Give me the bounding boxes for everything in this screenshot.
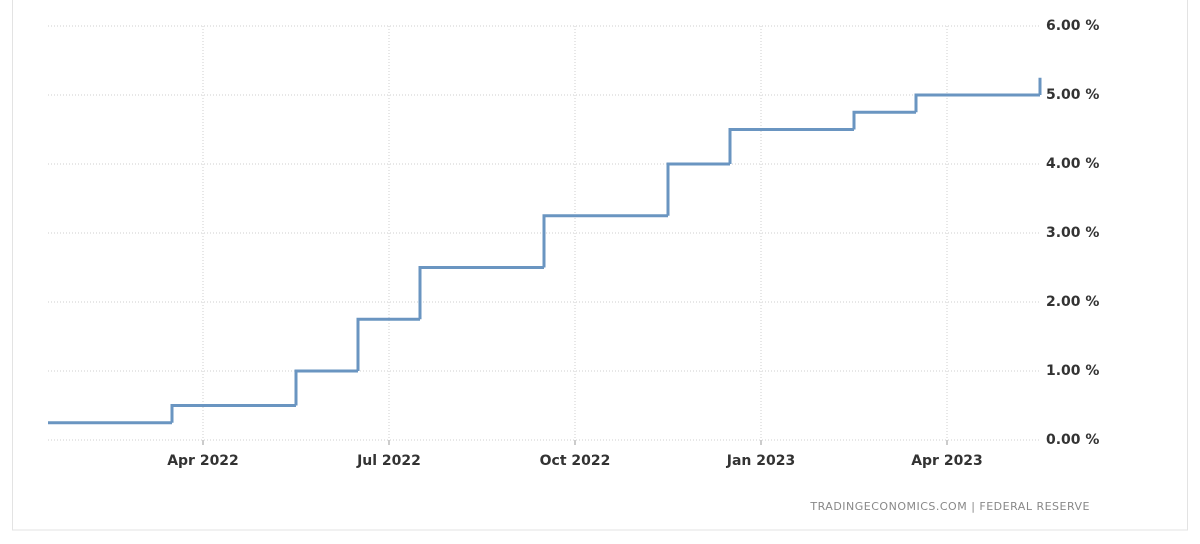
x-tick-label: Apr 2022 xyxy=(167,453,239,469)
x-tick-label: Jul 2022 xyxy=(356,453,421,469)
y-tick-label: 6.00 % xyxy=(1046,18,1099,34)
line-step xyxy=(666,162,730,216)
line-step xyxy=(356,317,420,371)
y-tick-label: 0.00 % xyxy=(1046,432,1099,448)
x-tick-label: Oct 2022 xyxy=(540,453,611,469)
line-step xyxy=(170,404,296,423)
chart-frame xyxy=(12,0,1188,531)
y-tick-label: 1.00 % xyxy=(1046,363,1099,379)
line-step xyxy=(542,214,668,268)
x-tick-label: Apr 2023 xyxy=(911,453,983,469)
line-step xyxy=(418,266,544,320)
y-tick-label: 5.00 % xyxy=(1046,87,1099,103)
source: TRADINGECONOMICS.COM | FEDERAL RESERVE xyxy=(809,500,1090,513)
line-step xyxy=(914,93,1040,113)
line-step xyxy=(294,369,358,406)
y-tick-label: 3.00 % xyxy=(1046,225,1099,241)
line-step xyxy=(852,110,916,130)
line-step xyxy=(728,128,854,164)
x-tick-label: Jan 2023 xyxy=(726,453,795,469)
y-tick-label: 4.00 % xyxy=(1046,156,1099,172)
y-tick-label: 2.00 % xyxy=(1046,294,1099,310)
